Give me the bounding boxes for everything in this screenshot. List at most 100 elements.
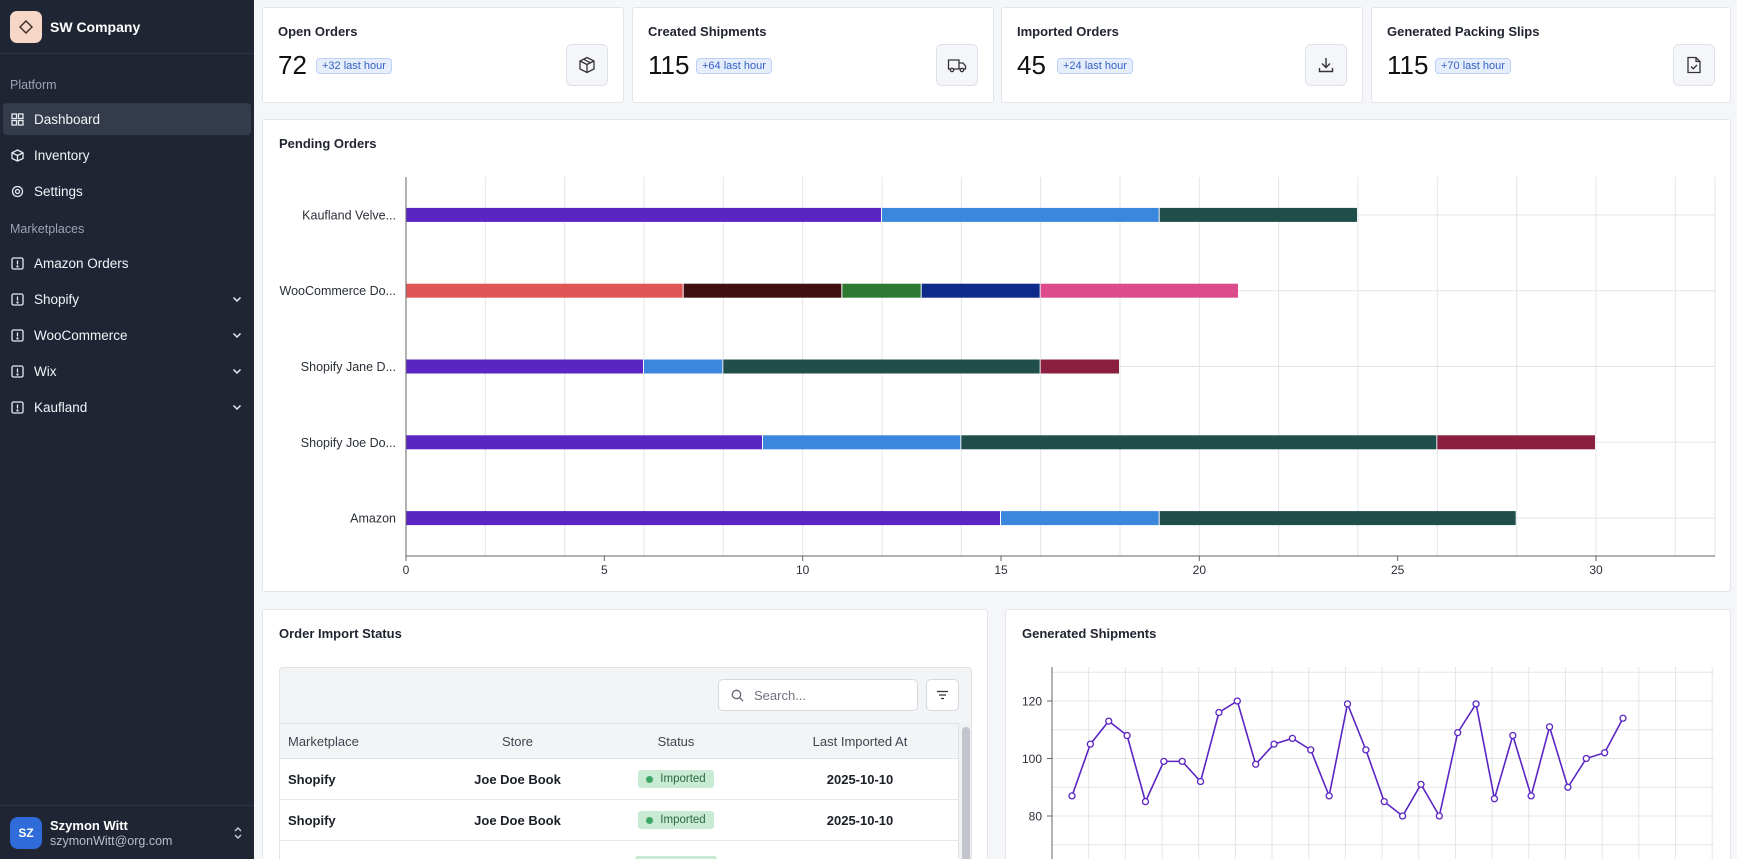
data-point	[1582, 754, 1590, 763]
cell-last-imported: 2025-10-10	[826, 812, 894, 828]
status-dot-icon	[646, 816, 654, 824]
data-point	[1288, 734, 1297, 743]
bar-segment	[406, 359, 643, 374]
sidebar-item-dashboard[interactable]: Dashboard	[3, 103, 251, 135]
generated-shipments-chart: 80 100 120	[1022, 667, 1714, 859]
status-badge	[635, 855, 717, 859]
data-point	[1545, 723, 1554, 731]
data-point	[1527, 792, 1535, 800]
table-row[interactable]	[280, 841, 958, 859]
bar-segment	[683, 283, 842, 298]
data-point	[1086, 740, 1095, 748]
x-tick-label: 25	[1391, 563, 1405, 577]
x-tick-label: 10	[796, 563, 810, 577]
x-tick-label: 0	[403, 563, 410, 577]
data-point	[1270, 740, 1278, 748]
data-point	[1123, 731, 1131, 740]
pending-orders-chart: Kaufland Velve... WooCommerce Do... Shopif…	[280, 177, 1716, 577]
x-tick-label: 15	[994, 563, 1008, 577]
stat-title: Imported Orders	[1017, 24, 1119, 39]
sidebar-item-settings[interactable]: Settings	[3, 175, 251, 207]
truck-icon	[936, 44, 978, 86]
data-point	[1160, 757, 1168, 766]
stat-value: 45	[1017, 50, 1046, 80]
marketplace-icon	[11, 292, 24, 306]
stat-delta-badge: +24 last hour	[1057, 58, 1133, 74]
sidebar-item-inventory[interactable]: Inventory	[3, 139, 251, 171]
bar-segment	[406, 283, 683, 298]
data-point	[1141, 797, 1150, 806]
column-header-status[interactable]: Status	[657, 733, 695, 749]
table-header: Marketplace Store Status Last Imported A…	[280, 723, 958, 759]
bar-segment	[406, 511, 1000, 526]
order-import-status-card: Order Import Status Marketplace Store St…	[262, 609, 988, 859]
table-scrollbar[interactable]	[958, 723, 971, 859]
bar-segment	[961, 435, 1437, 450]
bar-segment	[882, 207, 1159, 222]
marketplace-icon	[11, 400, 24, 414]
sidebar-item-label: Inventory	[34, 147, 90, 163]
status-badge: Imported	[638, 770, 714, 788]
chevrons-up-down-icon[interactable]	[232, 826, 244, 840]
chevron-down-icon[interactable]	[231, 401, 243, 413]
company-switcher[interactable]: SW Company	[0, 0, 254, 54]
chevron-down-icon[interactable]	[231, 329, 243, 341]
package-icon	[566, 44, 608, 86]
cell-store: Joe Doe Book	[474, 812, 561, 828]
bar-segment	[723, 359, 1040, 374]
table-row[interactable]: Shopify Joe Doe Book Imported 2025-10-10	[280, 759, 958, 800]
data-point	[1215, 708, 1223, 717]
column-header-last-imported[interactable]: Last Imported At	[812, 733, 908, 749]
dashboard-icon	[11, 112, 24, 126]
data-point	[1619, 714, 1627, 722]
bar-segment	[644, 359, 723, 374]
stat-delta-badge: +64 last hour	[696, 58, 772, 74]
sidebar-item-woocommerce[interactable]: WooCommerce	[3, 319, 251, 351]
search-field[interactable]	[718, 679, 918, 711]
bar-segment	[763, 435, 961, 450]
user-menu[interactable]: SZ Szymon Witt szymonWitt@org.com	[0, 805, 254, 859]
stat-value: 72	[278, 50, 307, 80]
data-point	[1196, 777, 1205, 786]
search-input[interactable]	[754, 687, 904, 703]
data-point	[1398, 812, 1407, 820]
order-import-title: Order Import Status	[279, 626, 402, 641]
data-point	[1362, 746, 1370, 754]
company-name: SW Company	[50, 18, 141, 35]
stat-card-created-shipments: Created Shipments 115 +64 last hour	[632, 7, 994, 103]
x-tick-label: 5	[601, 563, 608, 577]
x-tick-label: 30	[1589, 563, 1603, 577]
data-point	[1307, 746, 1315, 754]
avatar: SZ	[10, 816, 42, 849]
stat-title: Generated Packing Slips	[1387, 24, 1540, 39]
column-header-store[interactable]: Store	[501, 733, 534, 749]
sidebar-item-label: WooCommerce	[34, 327, 128, 343]
data-point	[1490, 795, 1499, 803]
sidebar-item-amazon-orders[interactable]: Amazon Orders	[3, 247, 251, 279]
sidebar-item-wix[interactable]: Wix	[3, 355, 251, 387]
generated-shipments-title: Generated Shipments	[1022, 626, 1157, 641]
pending-orders-title: Pending Orders	[279, 136, 377, 151]
chevron-down-icon[interactable]	[231, 293, 243, 305]
stat-card-imported-orders: Imported Orders 45 +24 last hour	[1001, 7, 1363, 103]
sidebar-item-shopify[interactable]: Shopify	[3, 283, 251, 315]
category-label: Kaufland Velve...	[302, 208, 396, 222]
filter-button[interactable]	[926, 679, 959, 711]
cell-marketplace: Shopify	[288, 771, 336, 787]
sidebar-item-label: Shopify	[34, 291, 80, 307]
sidebar: SW Company Platform Dashboard Inventory …	[0, 0, 254, 859]
sidebar-item-kaufland[interactable]: Kaufland	[3, 391, 251, 423]
user-name: Szymon Witt	[50, 817, 128, 833]
pending-orders-card: Pending Orders Kaufland Velve... WooComme…	[262, 119, 1731, 592]
table-row[interactable]: Shopify Joe Doe Book Imported 2025-10-10	[280, 800, 958, 841]
sidebar-item-label: Amazon Orders	[34, 255, 129, 271]
scrollbar-thumb[interactable]	[962, 727, 970, 859]
bar-segment	[842, 283, 921, 298]
user-email: szymonWitt@org.com	[50, 833, 173, 848]
chevron-down-icon[interactable]	[231, 365, 243, 377]
sidebar-item-label: Kaufland	[34, 399, 88, 415]
data-point	[1325, 792, 1333, 800]
column-header-marketplace[interactable]: Marketplace	[288, 733, 359, 749]
data-point	[1105, 717, 1113, 725]
download-icon	[1305, 44, 1347, 86]
